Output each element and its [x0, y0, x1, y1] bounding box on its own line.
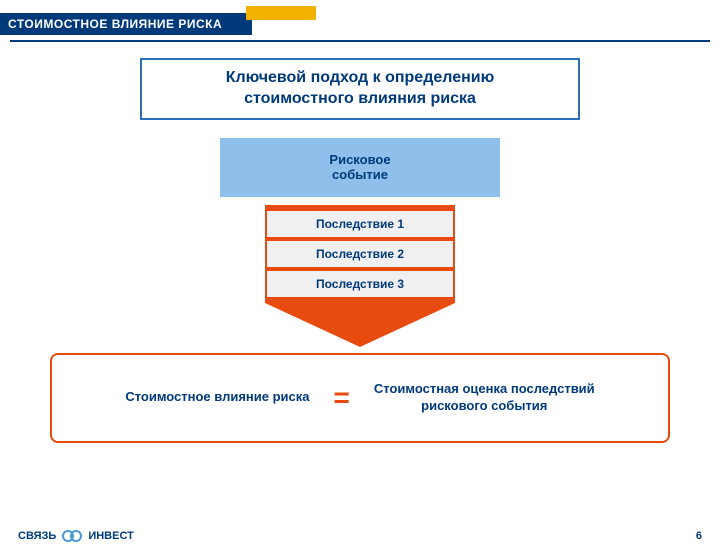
logo-rings-icon	[60, 530, 84, 542]
header-accent	[246, 6, 316, 20]
page-header: СТОИМОСТНОЕ ВЛИЯНИЕ РИСКА	[0, 12, 720, 36]
page-number: 6	[696, 530, 702, 542]
formula-box: Стоимостное влияние риска = Стоимостная …	[50, 353, 670, 443]
consequence-item: Последствие 3	[267, 271, 453, 297]
main-title-line2: стоимостного влияния риска	[154, 89, 566, 110]
header-title: СТОИМОСТНОЕ ВЛИЯНИЕ РИСКА	[0, 13, 252, 35]
formula-right: Стоимостная оценка последствий рискового…	[374, 381, 595, 415]
logo-text-left: СВЯЗЬ	[18, 530, 56, 542]
header-underline	[10, 40, 710, 42]
risk-event-line1: Рисковое	[220, 152, 500, 168]
company-logo: СВЯЗЬ ИНВЕСТ	[18, 530, 134, 542]
equals-sign: =	[334, 382, 350, 414]
consequence-item: Последствие 1	[267, 211, 453, 237]
arrow-container	[265, 303, 455, 347]
formula-left: Стоимостное влияние риска	[125, 389, 309, 406]
main-title-box: Ключевой подход к определению стоимостно…	[140, 58, 580, 120]
risk-event-box: Рисковое событие	[220, 138, 500, 197]
risk-event-line2: событие	[220, 167, 500, 183]
down-arrow-icon	[265, 303, 455, 347]
consequence-item: Последствие 2	[267, 241, 453, 267]
formula-right-line2: рискового события	[374, 398, 595, 415]
page-footer: СВЯЗЬ ИНВЕСТ 6	[18, 530, 702, 542]
formula-right-line1: Стоимостная оценка последствий	[374, 381, 595, 398]
content-area: Ключевой подход к определению стоимостно…	[0, 58, 720, 443]
main-title-line1: Ключевой подход к определению	[154, 68, 566, 89]
logo-text-right: ИНВЕСТ	[88, 530, 134, 542]
consequences-container: Последствие 1 Последствие 2 Последствие …	[265, 205, 455, 303]
